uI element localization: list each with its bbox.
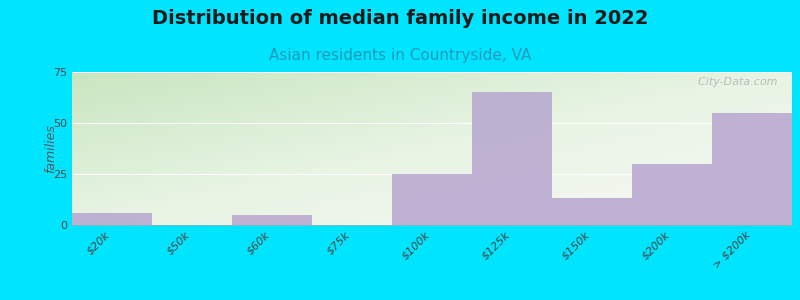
- Text: Distribution of median family income in 2022: Distribution of median family income in …: [152, 9, 648, 28]
- Text: Asian residents in Countryside, VA: Asian residents in Countryside, VA: [269, 48, 531, 63]
- Bar: [712, 113, 792, 225]
- Bar: [392, 174, 472, 225]
- Y-axis label: families: families: [44, 124, 57, 173]
- Bar: [72, 213, 152, 225]
- Bar: [232, 215, 312, 225]
- Bar: [632, 164, 712, 225]
- Text: City-Data.com: City-Data.com: [691, 76, 778, 87]
- Bar: [472, 92, 552, 225]
- Bar: [552, 199, 632, 225]
